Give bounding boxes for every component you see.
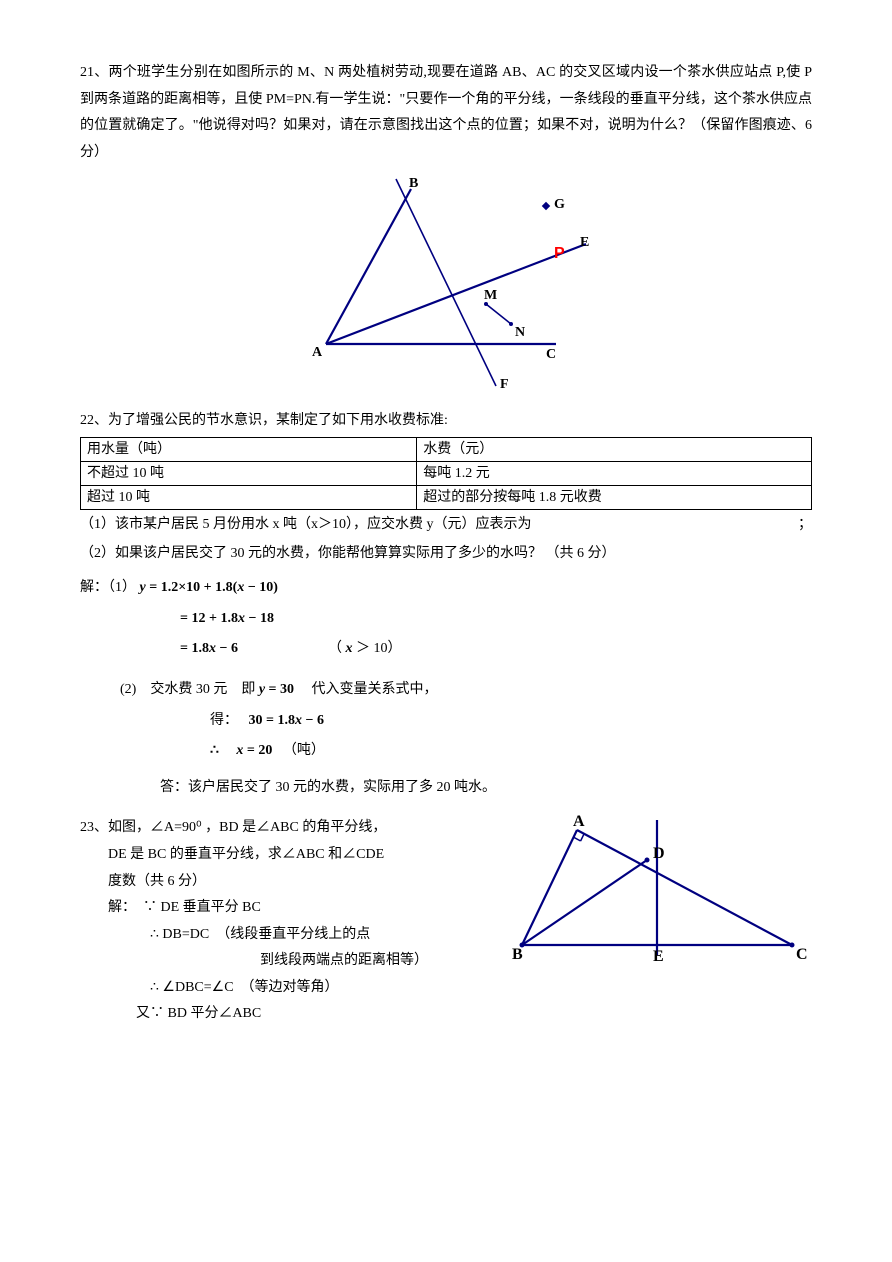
sub1-tail: ； <box>798 512 812 539</box>
solution-line: = 12 + 1.8x − 18 <box>80 606 812 633</box>
svg-text:G: G <box>554 197 565 212</box>
sol-condition: （ x ＞ 10） <box>328 636 402 663</box>
q23-line: DE 是 BC 的垂直平分线，求∠ABC 和∠CDE <box>80 842 502 869</box>
problem-22-intro: 22、为了增强公民的节水意识，某制定了如下用水收费标准: <box>80 408 812 435</box>
water-fee-table: 用水量（吨） 水费（元） 不超过 10 吨 每吨 1.2 元 超过 10 吨 超… <box>80 437 812 510</box>
solution-line: (2) 交水费 30 元 即 y = 30 代入变量关系式中， <box>80 677 812 704</box>
sol-text: （吨） <box>276 743 325 758</box>
table-cell: 超过的部分按每吨 1.8 元收费 <box>417 485 812 509</box>
problem-22: 22、为了增强公民的节水意识，某制定了如下用水收费标准: 用水量（吨） 水费（元… <box>80 408 812 801</box>
table-row: 超过 10 吨 超过的部分按每吨 1.8 元收费 <box>81 485 812 509</box>
solution-line: = 1.8x − 6 （ x ＞ 10） <box>80 636 812 663</box>
sol-text: 代入变量关系式中， <box>298 682 438 697</box>
solution-answer: 答：该户居民交了 30 元的水费，实际用了多 20 吨水。 <box>80 775 812 802</box>
q23-sol: ∴ DB=DC （线段垂直平分线上的点 <box>80 922 502 949</box>
q23-sol: 又∵ BD 平分∠ABC <box>80 1001 502 1028</box>
sol-text: (2) 交水费 30 元 即 <box>120 682 259 697</box>
problem-22-sub1: （1）该市某户居民 5 月份用水 x 吨（x＞10），应交水费 y（元）应表示为… <box>80 512 812 539</box>
problem-23-diagram-wrap: A B C D E <box>512 815 812 986</box>
sol-math: = 1.8x − 6 <box>180 636 238 663</box>
svg-text:C: C <box>546 347 556 362</box>
solution-line: 得： 30 = 1.8x − 6 <box>80 708 812 735</box>
q23-sol: ∴ ∠DBC=∠C （等边对等角） <box>80 975 502 1002</box>
q23-line: 度数（共 6 分） <box>80 869 502 896</box>
svg-text:B: B <box>512 946 523 963</box>
svg-text:E: E <box>653 948 664 965</box>
svg-text:F: F <box>500 377 509 392</box>
table-cell: 水费（元） <box>417 437 812 461</box>
q23-sol: 到线段两端点的距离相等） <box>80 948 502 975</box>
table-row: 用水量（吨） 水费（元） <box>81 437 812 461</box>
table-cell: 每吨 1.2 元 <box>417 461 812 485</box>
sol-math: x = 20 <box>236 743 272 758</box>
sol-text: 得： <box>210 713 245 728</box>
svg-text:C: C <box>796 946 808 963</box>
q23-line: 23、如图，∠A=90⁰ ，BD 是∠ABC 的角平分线， <box>80 815 502 842</box>
diagram-23: A B C D E <box>512 815 812 975</box>
problem-21-diagram-wrap: A B C E F G M N P <box>80 174 812 394</box>
sol-math: y = 30 <box>259 682 294 697</box>
problem-23: 23、如图，∠A=90⁰ ，BD 是∠ABC 的角平分线， DE 是 BC 的垂… <box>80 815 812 1028</box>
svg-text:N: N <box>515 325 525 340</box>
table-row: 不超过 10 吨 每吨 1.2 元 <box>81 461 812 485</box>
problem-22-sub2: （2）如果该户居民交了 30 元的水费，你能帮他算算实际用了多少的水吗？ （共 … <box>80 541 812 568</box>
sol-prefix: 解：（1） <box>80 580 136 595</box>
svg-text:A: A <box>312 345 323 360</box>
problem-21: 21、两个班学生分别在如图所示的 M、N 两处植树劳动,现要在道路 AB、AC … <box>80 60 812 394</box>
solution-line: 解：（1） y = 1.2×10 + 1.8(x − 10) <box>80 575 812 602</box>
table-cell: 用水量（吨） <box>81 437 417 461</box>
svg-text:M: M <box>484 288 497 303</box>
svg-text:E: E <box>580 235 589 250</box>
sub1-text: （1）该市某户居民 5 月份用水 x 吨（x＞10），应交水费 y（元）应表示为 <box>80 512 798 539</box>
problem-23-text: 23、如图，∠A=90⁰ ，BD 是∠ABC 的角平分线， DE 是 BC 的垂… <box>80 815 502 1028</box>
sol-math: = 12 + 1.8x − 18 <box>180 606 274 633</box>
q23-sol: 解： ∵ DE 垂直平分 BC <box>80 895 502 922</box>
problem-21-text: 21、两个班学生分别在如图所示的 M、N 两处植树劳动,现要在道路 AB、AC … <box>80 60 812 166</box>
sol-math: y = 1.2×10 + 1.8(x − 10) <box>140 580 278 595</box>
svg-text:P: P <box>554 245 565 262</box>
sol-math: 30 = 1.8x − 6 <box>249 713 324 728</box>
diagram-21: A B C E F G M N P <box>296 174 596 394</box>
svg-text:A: A <box>573 815 585 830</box>
svg-text:D: D <box>653 845 665 862</box>
sol-therefore: ∴ <box>210 743 233 758</box>
svg-text:B: B <box>409 176 418 191</box>
table-cell: 超过 10 吨 <box>81 485 417 509</box>
table-cell: 不超过 10 吨 <box>81 461 417 485</box>
solution-line: ∴ x = 20 （吨） <box>80 738 812 765</box>
